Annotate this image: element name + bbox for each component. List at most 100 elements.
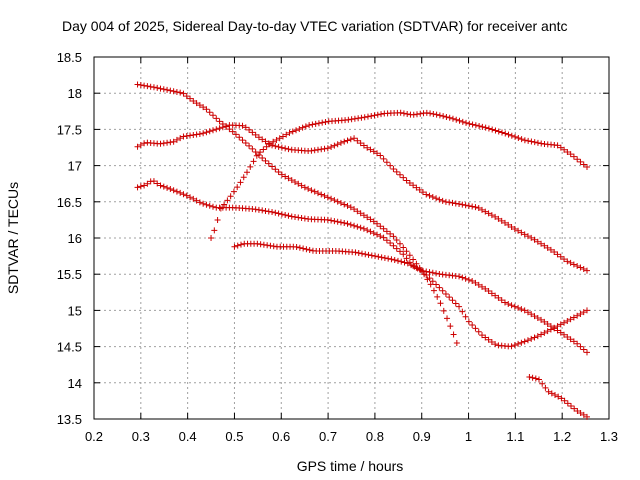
data-point xyxy=(518,229,525,236)
data-point xyxy=(462,275,469,282)
data-point xyxy=(244,169,251,176)
x-tick-label: 1.1 xyxy=(506,429,524,444)
data-point xyxy=(378,111,385,118)
data-point xyxy=(231,243,238,250)
data-point xyxy=(203,129,210,136)
data-point xyxy=(278,144,285,151)
data-point xyxy=(187,95,194,102)
data-point xyxy=(508,343,515,350)
data-point xyxy=(518,339,525,346)
data-point xyxy=(528,335,535,342)
data-point xyxy=(479,123,486,130)
data-point xyxy=(388,256,395,263)
data-point xyxy=(547,323,554,330)
data-point xyxy=(459,201,466,208)
data-point xyxy=(321,145,328,152)
data-point xyxy=(167,139,174,146)
data-point xyxy=(196,131,203,138)
data-point xyxy=(529,374,536,381)
data-point xyxy=(275,169,282,176)
data-point xyxy=(501,219,508,226)
y-tick-label: 14 xyxy=(68,376,82,391)
data-point xyxy=(521,231,528,238)
data-point xyxy=(436,112,443,119)
data-point xyxy=(344,137,351,144)
data-point xyxy=(232,131,239,138)
data-point xyxy=(260,241,267,248)
data-point xyxy=(331,218,338,225)
data-point xyxy=(482,285,489,292)
data-point xyxy=(518,136,525,143)
data-point xyxy=(557,329,564,336)
data-point xyxy=(380,234,387,241)
data-point xyxy=(371,112,378,119)
data-point xyxy=(213,126,220,133)
data-point xyxy=(237,241,244,248)
data-point xyxy=(538,240,545,247)
data-point xyxy=(538,331,545,338)
data-point xyxy=(488,212,495,219)
data-point xyxy=(167,186,174,193)
data-point xyxy=(570,153,577,160)
data-point xyxy=(564,318,571,325)
data-point xyxy=(408,262,415,269)
data-point xyxy=(308,187,315,194)
data-point xyxy=(531,236,538,243)
data-point xyxy=(370,148,377,155)
data-point xyxy=(300,245,307,252)
data-point xyxy=(498,129,505,136)
data-point xyxy=(213,115,220,122)
data-point xyxy=(249,145,256,152)
data-point xyxy=(257,149,264,156)
data-point xyxy=(469,121,476,128)
data-point xyxy=(541,242,548,249)
data-point xyxy=(508,302,515,309)
data-point xyxy=(505,131,512,138)
data-point xyxy=(312,120,319,127)
data-point xyxy=(459,118,466,125)
data-point xyxy=(426,269,433,276)
data-point xyxy=(196,102,203,109)
data-point xyxy=(421,271,428,278)
data-point xyxy=(580,411,587,418)
data-point xyxy=(370,230,377,237)
series-track-4 xyxy=(208,109,590,241)
data-point xyxy=(498,297,505,304)
data-point xyxy=(137,183,144,190)
data-point xyxy=(299,124,306,131)
y-axis-title: SDTVAR / TECUs xyxy=(5,182,21,294)
data-point xyxy=(433,281,440,288)
data-point xyxy=(443,113,450,120)
data-point xyxy=(364,113,371,120)
data-point xyxy=(555,393,562,400)
data-point xyxy=(365,251,372,258)
data-point xyxy=(580,346,587,353)
data-point xyxy=(567,259,574,266)
data-point xyxy=(337,200,344,207)
data-point xyxy=(137,141,144,148)
data-point xyxy=(301,215,308,222)
data-point xyxy=(482,124,489,131)
data-point xyxy=(452,200,459,207)
data-point xyxy=(449,199,456,206)
data-point xyxy=(551,249,558,256)
data-point xyxy=(440,113,447,120)
data-point xyxy=(269,208,276,215)
data-point xyxy=(157,182,164,189)
data-point xyxy=(180,191,187,198)
data-point xyxy=(200,104,207,111)
data-point xyxy=(183,133,190,140)
data-point xyxy=(187,194,194,201)
data-point xyxy=(440,307,447,314)
data-point xyxy=(531,334,538,341)
data-point xyxy=(347,204,354,211)
data-point xyxy=(318,191,325,198)
data-point xyxy=(414,111,421,118)
data-point xyxy=(403,255,410,262)
x-tick-label: 0.8 xyxy=(366,429,384,444)
data-point xyxy=(403,177,410,184)
data-point xyxy=(314,190,321,197)
data-point xyxy=(498,217,505,224)
data-point xyxy=(521,137,528,144)
data-point xyxy=(252,131,259,138)
